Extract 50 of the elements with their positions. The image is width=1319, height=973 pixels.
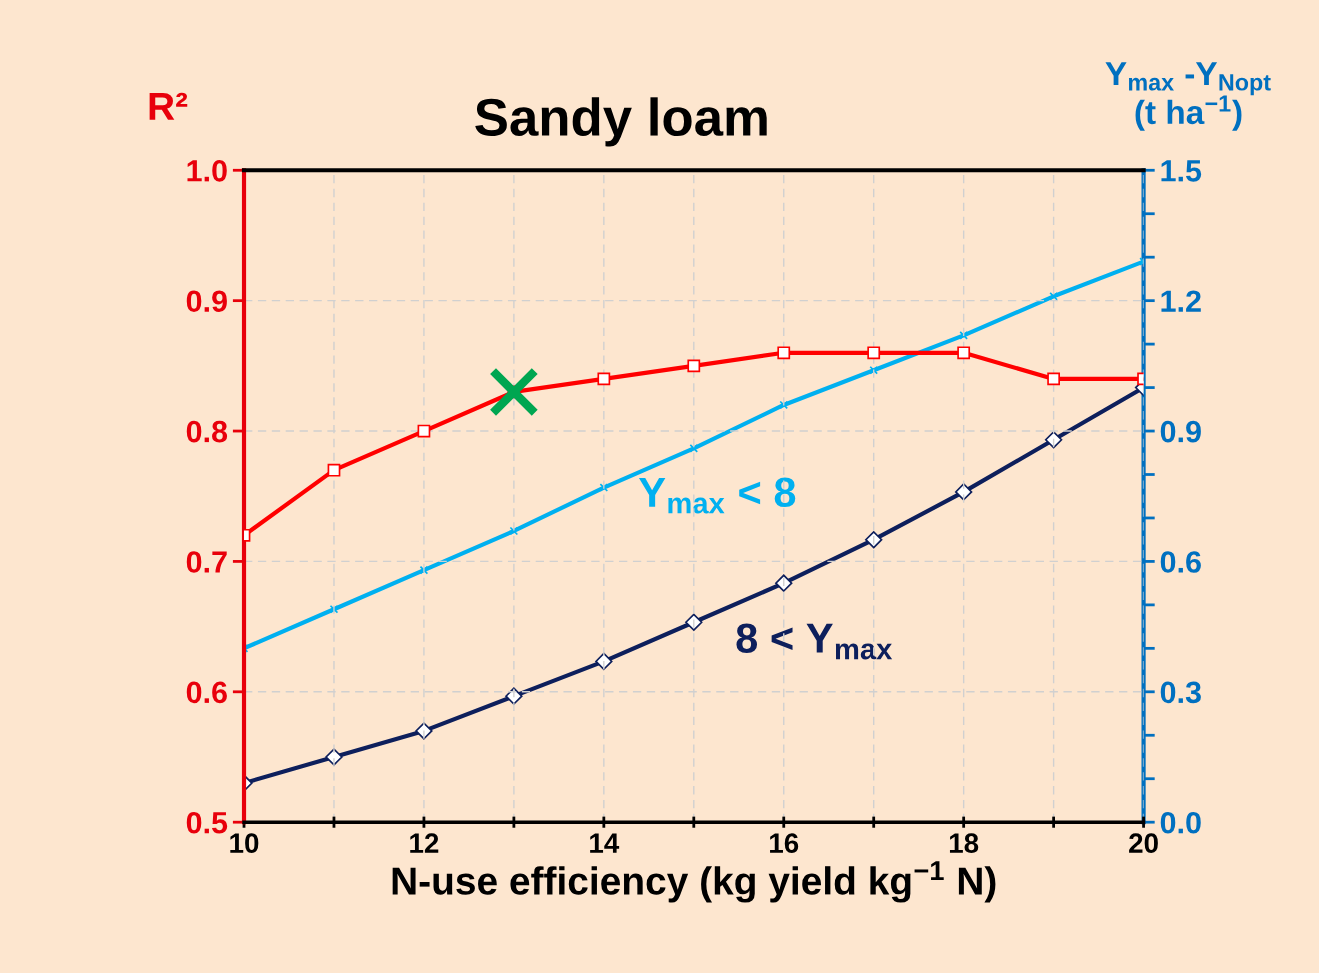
x-tick-label: 12 [410,833,439,853]
y2-tick-label: 0.6 [1160,551,1201,573]
y-tick-label: 0.9 [186,290,227,313]
y2-tick-label: 0.9 [1160,420,1201,443]
y2-tick-label: 0.0 [1160,811,1201,834]
y2-axis-title: Y$_{max}$ -Y$_{Nopt}$ (t ha$^{−1}$) [1105,62,1271,131]
x-tick-label: 18 [949,833,979,854]
y-axis-title: R² [149,92,188,120]
point [597,372,611,386]
point [1047,372,1061,386]
point [505,687,523,705]
point [685,613,703,631]
point [959,331,968,340]
point [488,366,539,417]
point [1049,292,1058,301]
point [599,483,609,492]
x-axis-title: N-use efficiency (kg yield kg$^{−1}$ N) [392,861,996,903]
x-tick-label: 10 [230,833,259,854]
y-tick-label: 0.6 [186,681,227,704]
y-tick-label: 0.8 [186,420,228,443]
point [415,722,433,740]
point [327,463,341,477]
point [509,526,519,536]
point [687,359,701,373]
point [689,444,699,453]
chart-title: Sandy loam [475,97,767,147]
point [867,346,881,360]
point [419,565,429,575]
y-tick-label: 1.0 [187,160,227,182]
y2-tick-label: 1.2 [1161,290,1201,312]
point [417,424,431,438]
y2-tick-label: 0.3 [1160,681,1201,704]
point [954,483,973,501]
point [957,346,971,360]
point [1044,431,1063,449]
x-tick-label: 16 [770,833,799,854]
point [325,748,343,766]
point [775,574,793,592]
point [777,346,791,360]
y2-tick-label: 1.5 [1161,160,1202,182]
point [329,604,339,614]
y-tick-label: 0.5 [186,811,228,834]
y-tick-label: 0.7 [186,551,227,573]
point [869,365,879,375]
series-label: Y$_{max}$ < 8 [638,477,796,514]
x-tick-label: 14 [590,833,620,853]
series-label: 8 < Y$_{max}$ [736,623,893,660]
x-tick-label: 20 [1129,833,1158,854]
point [779,400,789,410]
point [865,530,883,549]
